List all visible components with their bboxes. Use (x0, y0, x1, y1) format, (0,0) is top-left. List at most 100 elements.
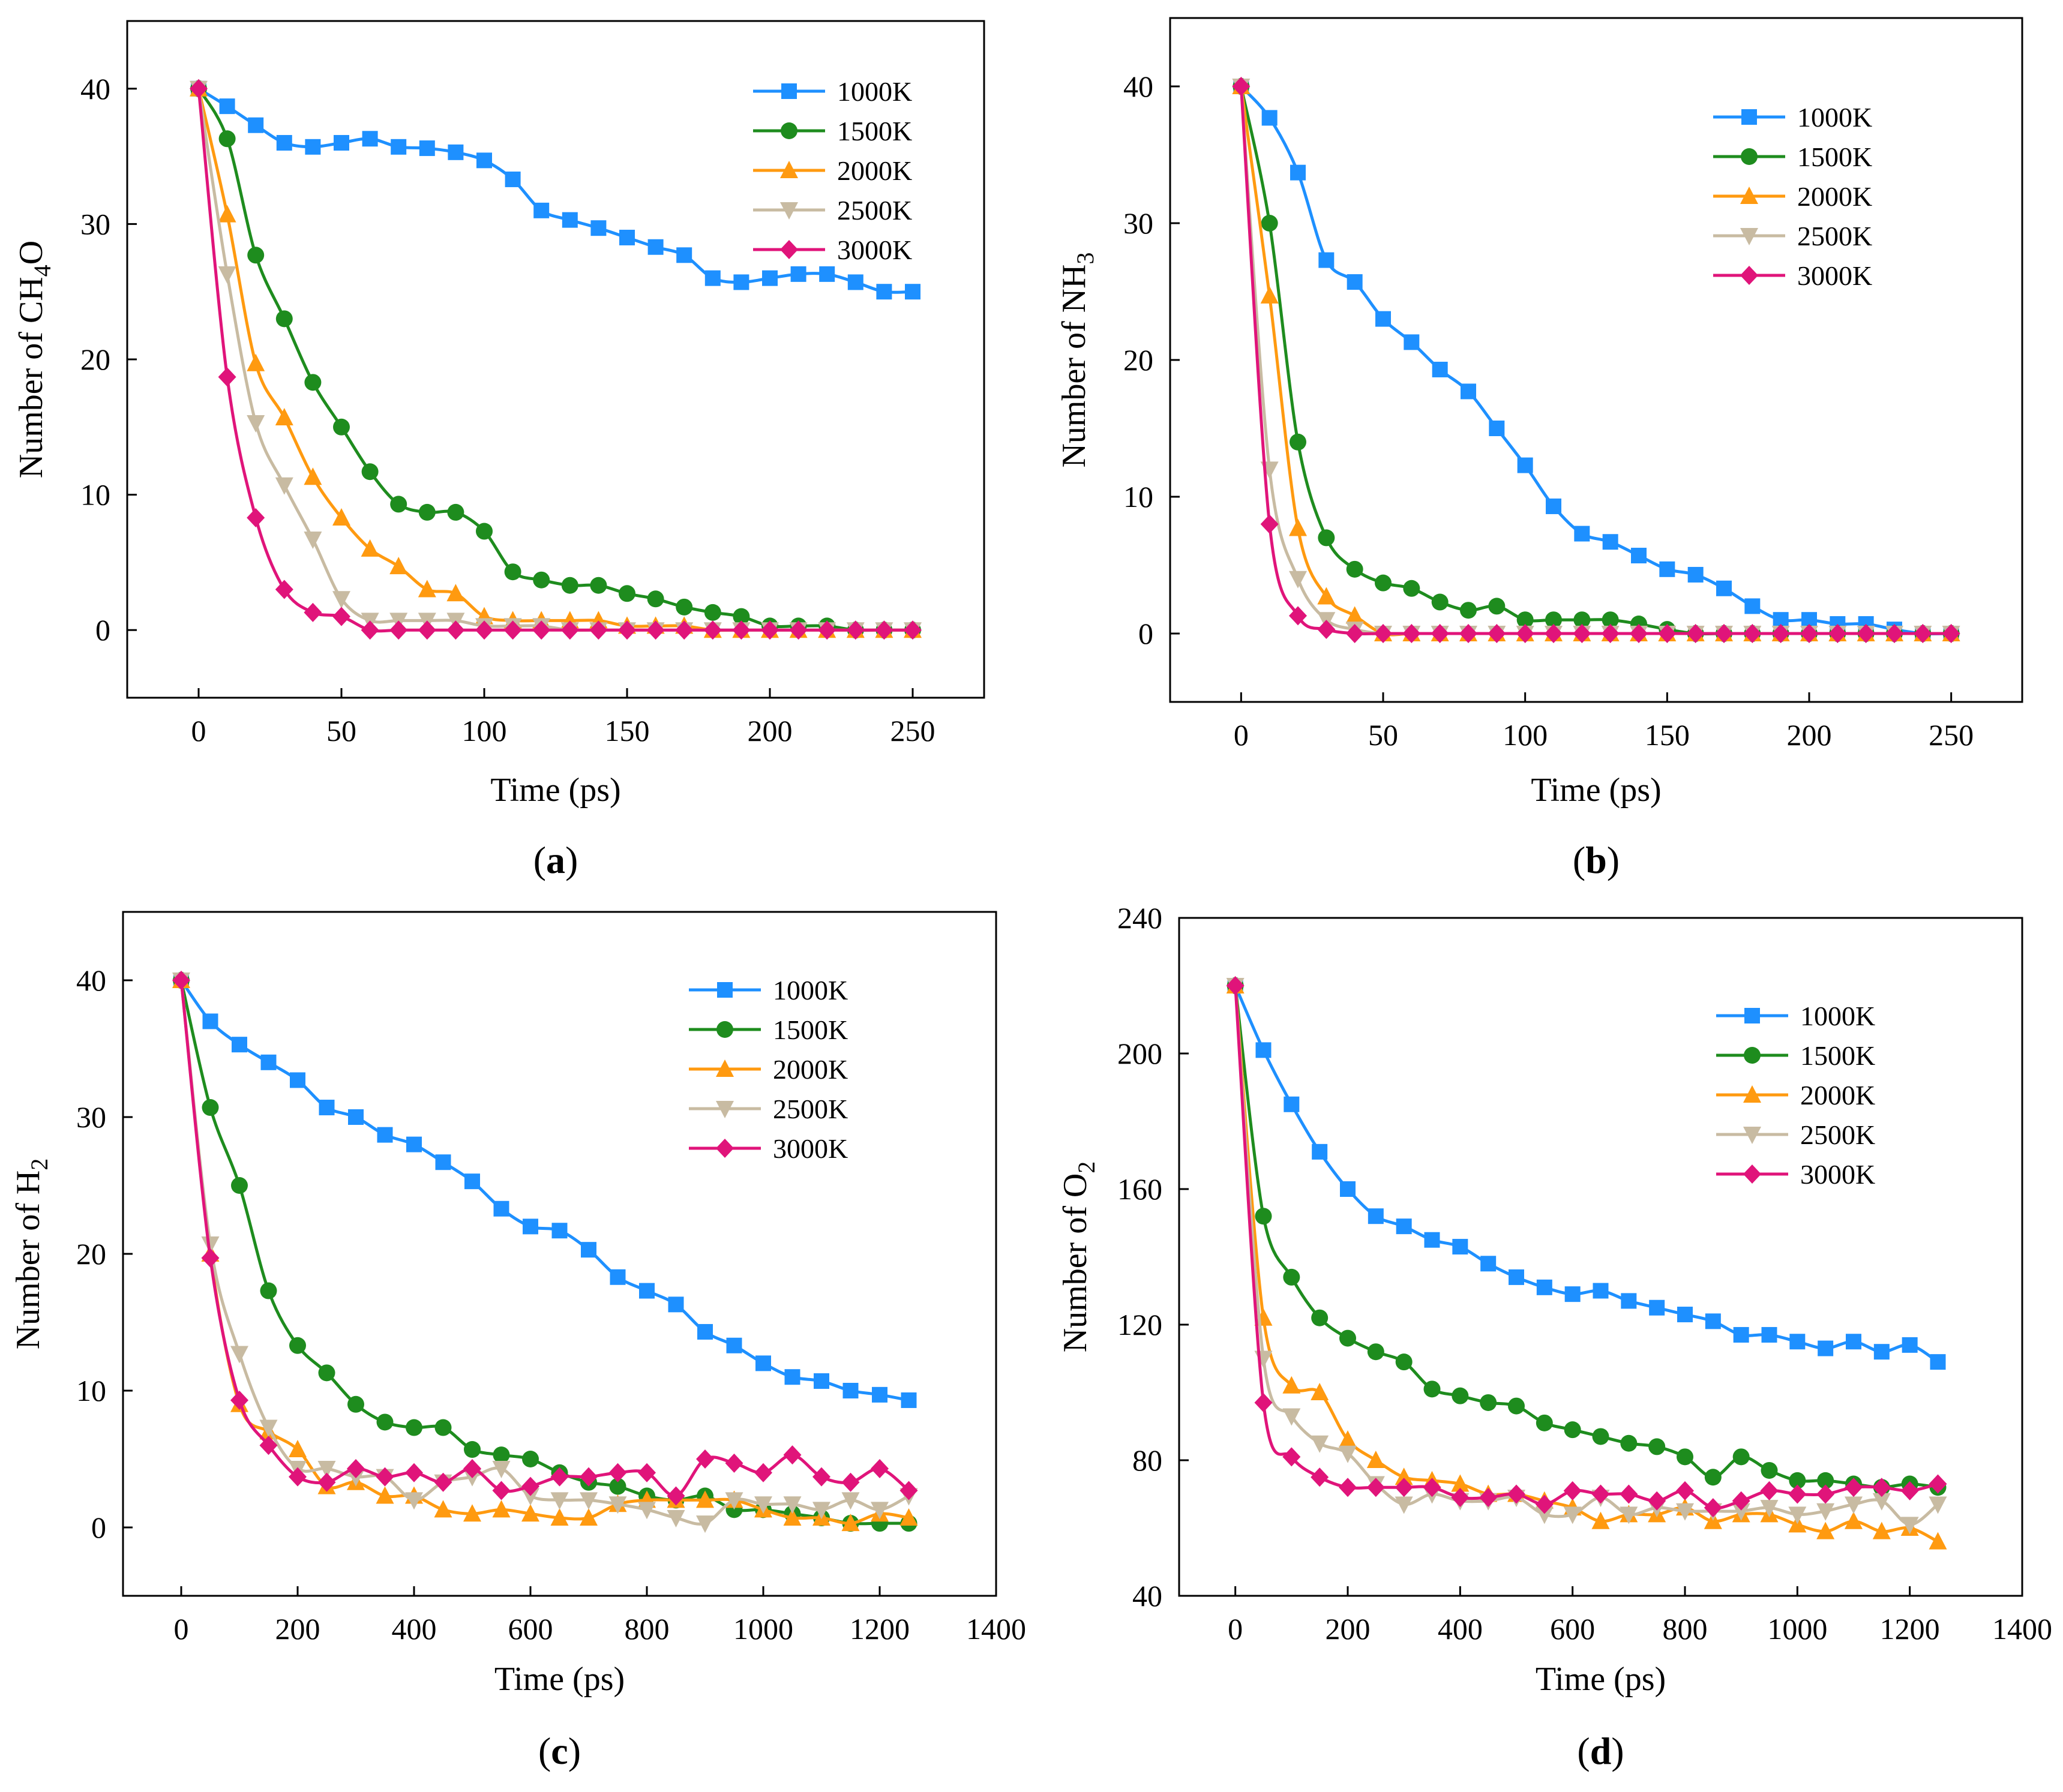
data-point (1658, 624, 1677, 643)
y-tick-label: 20 (80, 343, 110, 376)
data-point (1744, 598, 1761, 614)
data-point (532, 620, 551, 640)
x-axis-label: Time (ps) (494, 1661, 625, 1698)
series-line (197, 87, 913, 294)
y-tick-label: 120 (1117, 1308, 1162, 1341)
data-point (1255, 1042, 1272, 1058)
data-point (647, 239, 664, 255)
data-point (1395, 1353, 1413, 1371)
y-tick-label: 40 (1132, 1579, 1162, 1613)
data-point (190, 79, 208, 98)
data-point (275, 408, 293, 426)
series-3000K (190, 79, 922, 640)
x-tick-label: 100 (462, 714, 507, 748)
y-axis-label-subscript: 4 (29, 265, 56, 277)
data-point (1431, 624, 1449, 643)
x-tick-label: 0 (1228, 1612, 1243, 1646)
panel-label-letter: d (1590, 1730, 1612, 1772)
data-point (580, 1508, 598, 1526)
data-point (899, 1481, 918, 1500)
data-point (608, 1496, 627, 1514)
y-axis-label-subscript: 2 (1073, 1161, 1100, 1173)
data-point (1602, 534, 1618, 550)
panel-a: 0 50 100 150 200 250 0 10 20 30 40 Time (ps) Number … (13, 20, 985, 881)
data-point (1621, 1293, 1637, 1309)
data-point (389, 620, 408, 640)
legend-label: 1000K (1800, 1001, 1875, 1031)
data-point (841, 1472, 860, 1492)
data-point (872, 1386, 887, 1403)
data-point (754, 1496, 772, 1514)
data-point (1676, 1503, 1694, 1521)
data-point (435, 1154, 451, 1170)
data-point (1648, 1491, 1666, 1511)
data-point (560, 620, 579, 640)
y-tick-label: 20 (1123, 343, 1153, 377)
data-point (1395, 1478, 1413, 1497)
data-point (733, 608, 750, 625)
data-point (812, 1502, 830, 1520)
legend-label: 2000K (837, 155, 912, 186)
data-point (818, 620, 836, 640)
data-point (305, 139, 321, 155)
data-point (1284, 1096, 1300, 1112)
data-point (1451, 1474, 1470, 1492)
data-point (1517, 457, 1533, 473)
x-tick-label: 1200 (850, 1612, 910, 1646)
data-point (1687, 566, 1704, 583)
data-point (1346, 560, 1363, 578)
data-point (522, 1451, 539, 1467)
series-line (1234, 985, 1939, 1526)
panel-label-close: ) (568, 1730, 581, 1772)
data-point (1366, 1451, 1385, 1468)
data-point (1601, 624, 1620, 643)
data-point (1828, 624, 1847, 643)
x-tick-label: 1000 (1767, 1612, 1827, 1646)
data-point (1535, 1506, 1554, 1524)
x-axis-label: Time (ps) (490, 772, 620, 809)
data-point (550, 1492, 569, 1510)
x-tick-label: 50 (1368, 718, 1398, 752)
data-point (1536, 1414, 1553, 1431)
panel-label-open: ( (1573, 839, 1585, 881)
data-point (1255, 1208, 1272, 1225)
data-point (376, 1486, 394, 1504)
x-tick-label: 200 (1326, 1612, 1371, 1646)
legend-marker (1740, 228, 1758, 245)
legend-marker (716, 1021, 733, 1038)
legend: 1000K 1500K 2000K 2500K 3000K (1713, 102, 1872, 291)
y-axis-label: Number of CH4O (13, 241, 56, 478)
data-point (814, 1373, 829, 1389)
panel-c: 0 200 400 600 800 1000 1200 1400 0 10 20 30 40 Time (… (10, 911, 1026, 1772)
x-tick-label: 150 (605, 714, 650, 748)
data-point (619, 229, 635, 245)
y-tick-label: 40 (1123, 70, 1153, 103)
data-point (333, 418, 350, 436)
data-point (304, 602, 322, 622)
data-point (464, 1173, 480, 1190)
legend-marker (716, 1101, 734, 1118)
data-point (646, 620, 665, 640)
data-point (726, 1337, 742, 1353)
data-point (533, 202, 550, 218)
data-point (667, 1510, 685, 1528)
data-point (1261, 215, 1278, 232)
panel-label: (a) (533, 839, 578, 881)
panel-label: (b) (1573, 839, 1620, 881)
data-point (1545, 624, 1563, 643)
data-point (1254, 1350, 1273, 1368)
data-point (1535, 1494, 1554, 1514)
data-point (304, 467, 322, 485)
data-point (1311, 1467, 1329, 1487)
legend-marker (1740, 187, 1758, 204)
y-tick-label: 20 (76, 1237, 106, 1271)
data-point (1374, 624, 1392, 643)
data-point (319, 1100, 335, 1116)
legend-label: 2500K (1797, 221, 1872, 251)
data-point (1431, 593, 1449, 611)
data-point (493, 1446, 510, 1464)
x-tick-label: 1400 (1992, 1612, 2052, 1646)
data-point (505, 171, 521, 187)
y-tick-label: 0 (1138, 617, 1153, 650)
data-point (523, 1218, 538, 1235)
